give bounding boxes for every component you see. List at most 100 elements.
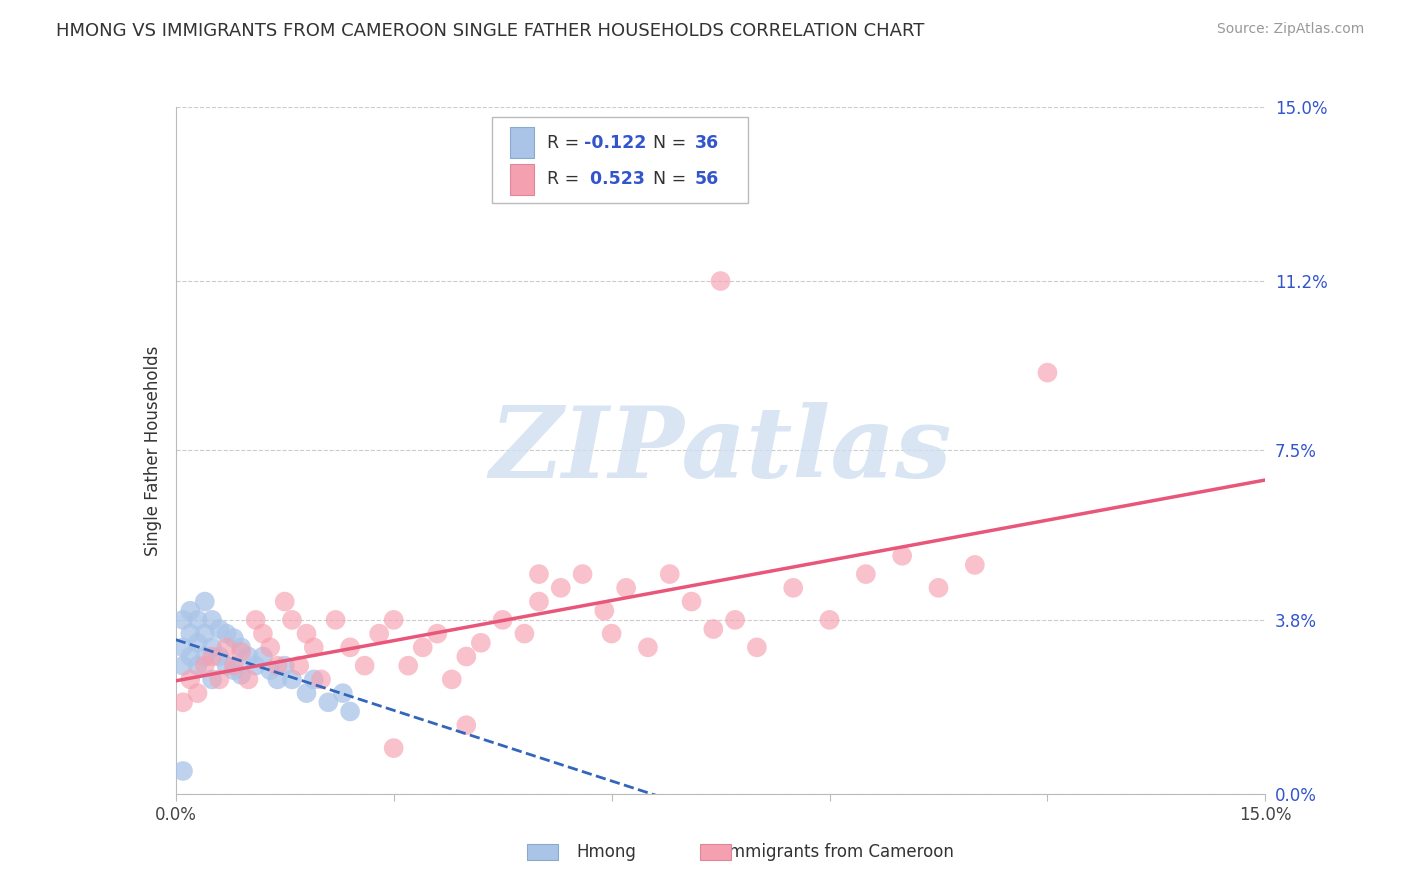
Point [172,640,194,655]
Text: Immigrants from Cameroon: Immigrants from Cameroon [724,843,953,861]
Point [186,658,209,673]
Point [527,567,550,582]
Text: N =: N = [643,170,692,188]
Point [222,658,245,673]
Point [332,686,354,700]
Text: Source: ZipAtlas.com: Source: ZipAtlas.com [1216,22,1364,37]
Point [353,658,375,673]
Point [368,626,391,640]
Point [426,626,449,640]
Point [259,640,281,655]
Point [492,613,515,627]
Point [782,581,804,595]
Point [179,626,201,640]
Point [382,741,405,756]
Point [1036,366,1059,380]
FancyBboxPatch shape [510,164,534,194]
Point [172,764,194,778]
Point [201,673,224,687]
Point [231,640,253,655]
Point [179,673,201,687]
Point [681,594,703,608]
Point [201,613,224,627]
Point [614,581,637,595]
Point [309,673,332,687]
Point [396,658,419,673]
Point [208,649,231,664]
Point [238,673,260,687]
Point [222,663,245,677]
Point [201,640,224,655]
Point [201,649,224,664]
Point [302,640,325,655]
Point [252,649,274,664]
Text: -0.122: -0.122 [585,134,647,152]
Text: 0.523: 0.523 [585,170,645,188]
Point [658,567,681,582]
Text: ZIPatlas: ZIPatlas [489,402,952,499]
Text: 56: 56 [695,170,718,188]
Point [245,613,267,627]
Point [456,649,478,664]
FancyBboxPatch shape [492,118,748,203]
Point [186,686,209,700]
Point [550,581,572,595]
Point [179,604,201,618]
Point [302,673,325,687]
Point [513,626,536,640]
Point [186,613,209,627]
Point [252,626,274,640]
Point [891,549,914,563]
Point [172,658,194,673]
Point [295,626,318,640]
Text: N =: N = [643,134,692,152]
Point [222,631,245,645]
Point [231,645,253,659]
Text: Hmong: Hmong [576,843,637,861]
Point [325,613,347,627]
Point [527,594,550,608]
Y-axis label: Single Father Households: Single Father Households [143,345,162,556]
Point [266,673,288,687]
Point [215,658,238,673]
Point [245,658,267,673]
Point [231,668,253,682]
Point [238,649,260,664]
Point [318,695,340,709]
Point [179,649,201,664]
Point [194,594,217,608]
Point [215,626,238,640]
Point [215,640,238,655]
Point [928,581,950,595]
Point [208,673,231,687]
Bar [527,844,558,860]
Point [274,658,297,673]
Text: HMONG VS IMMIGRANTS FROM CAMEROON SINGLE FATHER HOUSEHOLDS CORRELATION CHART: HMONG VS IMMIGRANTS FROM CAMEROON SINGLE… [56,22,925,40]
Point [963,558,986,572]
Bar [700,844,731,860]
Point [339,640,361,655]
Point [745,640,768,655]
Point [710,274,733,288]
Text: 36: 36 [695,134,718,152]
Point [259,663,281,677]
Point [194,649,217,664]
Point [571,567,593,582]
Point [172,613,194,627]
Point [208,622,231,636]
Text: R =: R = [547,134,585,152]
Point [288,658,311,673]
Point [637,640,659,655]
Point [266,658,288,673]
Point [194,626,217,640]
Point [724,613,747,627]
Point [593,604,616,618]
FancyBboxPatch shape [510,128,534,159]
Point [186,636,209,650]
Point [339,705,361,719]
Point [702,622,724,636]
Point [172,695,194,709]
Point [382,613,405,627]
Text: R =: R = [547,170,585,188]
Point [194,658,217,673]
